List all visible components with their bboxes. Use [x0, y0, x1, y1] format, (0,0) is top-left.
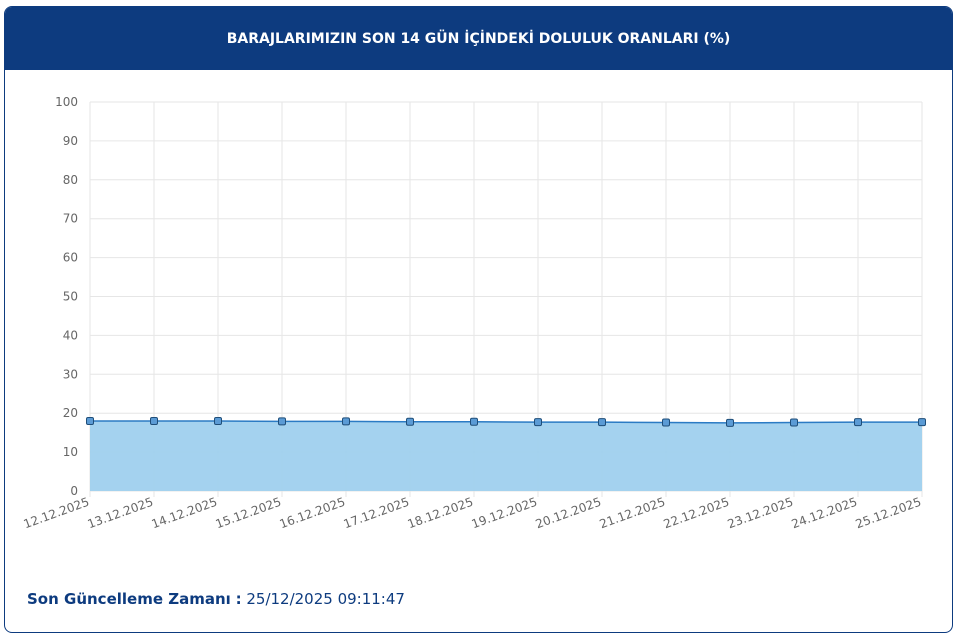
x-tick-label: 21.12.2025 [598, 495, 667, 532]
x-tick-label: 13.12.2025 [86, 495, 155, 532]
y-tick-label: 90 [63, 134, 78, 148]
line [90, 420, 922, 424]
marker [278, 417, 286, 426]
x-tick-label: 12.12.2025 [22, 495, 91, 532]
update-time: 25/12/2025 09:11:47 [246, 590, 405, 608]
header-title: BARAJLARIMIZIN SON 14 GÜN İÇİNDEKİ DOLUL… [5, 7, 952, 70]
separator: : [235, 590, 242, 608]
y-tick-label: 10 [63, 445, 78, 459]
x-tick-label: 19.12.2025 [470, 495, 539, 532]
update-label: Son Güncelleme Zamanı [27, 590, 231, 608]
area [90, 420, 922, 491]
marker [726, 418, 734, 427]
marker [214, 416, 222, 425]
y-tick-label: 70 [63, 212, 78, 226]
x-tick-label: 23.12.2025 [726, 495, 795, 532]
marker [918, 418, 926, 427]
y-tick-label: 40 [63, 328, 78, 342]
marker [854, 418, 862, 427]
marker [406, 417, 414, 426]
y-tick-label: 100 [55, 95, 78, 109]
x-tick-label: 15.12.2025 [214, 495, 283, 532]
marker [470, 417, 478, 426]
x-tick-label: 18.12.2025 [406, 495, 475, 532]
x-tick-label: 22.12.2025 [662, 495, 731, 532]
y-tick-label: 80 [63, 173, 78, 187]
marker [86, 416, 94, 425]
y-tick-label: 20 [63, 406, 78, 420]
y-tick-label: 60 [63, 251, 78, 265]
chart: 0 10 20 30 40 50 60 70 80 90 100 12.12.202513.12.20… [22, 95, 926, 532]
y-tick-label: 0 [70, 484, 78, 498]
y-tick-label: 50 [63, 290, 78, 304]
x-tick-label: 24.12.2025 [790, 495, 859, 532]
card: BARAJLARIMIZIN SON 14 GÜN İÇİNDEKİ DOLUL… [4, 6, 953, 633]
x-tick-label: 17.12.2025 [342, 495, 411, 532]
x-tick-label: 20.12.2025 [534, 495, 603, 532]
marker [150, 416, 158, 425]
marker [790, 418, 798, 427]
marker [662, 418, 670, 427]
footer: Son Güncelleme Zamanı : 25/12/2025 09:11… [27, 590, 405, 608]
y-tick-label: 30 [63, 367, 78, 381]
marker [342, 417, 350, 426]
marker [534, 418, 542, 427]
x-tick-label: 16.12.2025 [278, 495, 347, 532]
x-tick-label: 14.12.2025 [150, 495, 219, 532]
marker [598, 418, 606, 427]
x-tick-label: 25.12.2025 [854, 495, 923, 532]
